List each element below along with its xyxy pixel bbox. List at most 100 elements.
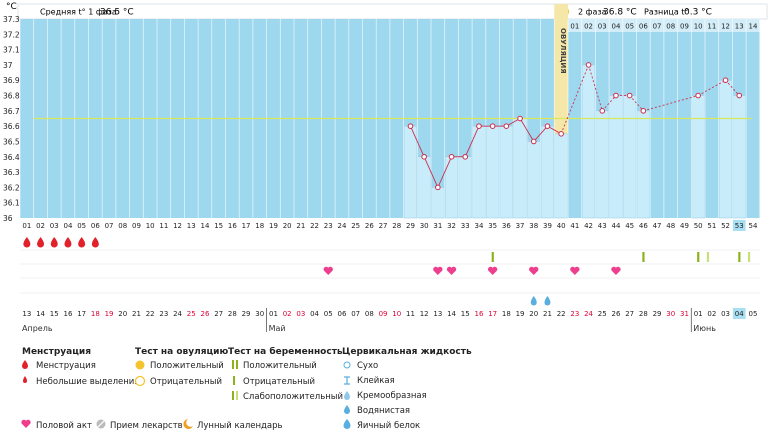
- y-tick-label: 36.8: [3, 92, 20, 101]
- temp-point: [517, 115, 523, 122]
- ovulation-positive-icon: [135, 360, 145, 370]
- calendar-date-label: 01: [269, 310, 278, 318]
- cycle-day-label: 06: [91, 222, 100, 230]
- calendar-date-label: 21: [543, 310, 552, 318]
- calendar-date-label: 27: [625, 310, 634, 318]
- temp-point: [476, 123, 482, 129]
- top-day-cell: [746, 19, 760, 32]
- legend-mucus-sticky: Клейкая: [357, 376, 395, 386]
- y-tick-label: 36.5: [3, 137, 20, 146]
- moon-icon: [183, 419, 193, 429]
- calendar-date-label: 07: [351, 310, 360, 318]
- mucus-eggwhite-icon: [343, 419, 351, 430]
- calendar-date-label: 02: [707, 310, 716, 318]
- temp-bar: [472, 125, 486, 219]
- cycle-day-label: 49: [680, 222, 689, 230]
- calendar-date-label: 29: [242, 310, 251, 318]
- calendar-date-label: 14: [447, 310, 456, 318]
- legend-medication: Прием лекарств: [110, 421, 183, 431]
- temp-bar: [622, 95, 637, 219]
- legend-ovulation-test-title: Тест на овуляцию: [135, 347, 228, 357]
- calendar-date-label: 06: [337, 310, 346, 318]
- cycle-day-label: 21: [296, 222, 305, 230]
- temp-point: [448, 153, 455, 160]
- cycle-day-label: 02: [36, 222, 45, 230]
- top-day-cell: [622, 19, 637, 32]
- temp-line-segment: [725, 79, 740, 96]
- calendar-date-label: 23: [159, 310, 168, 318]
- y-axis-unit: °C: [6, 2, 17, 12]
- cycle-day-label: 43: [598, 222, 607, 230]
- calendar-date-label: 23: [570, 310, 579, 318]
- cycle-day-label: 35: [488, 222, 497, 230]
- calendar-date-label: 05: [748, 310, 757, 318]
- current-date-highlight: [732, 308, 746, 319]
- calendar-date-label: 24: [584, 310, 593, 318]
- y-tick-label: 37.3: [3, 15, 20, 24]
- cycle-day-label: 34: [474, 222, 483, 230]
- diff-label: Разница t°: [644, 8, 688, 17]
- cycle-day-label: 03: [50, 222, 59, 230]
- temp-point: [599, 108, 606, 114]
- legend-pregnancy-negative: Отрицательный: [243, 377, 315, 387]
- menstruation-drop-icon: [22, 360, 28, 369]
- temp-line-segment: [601, 95, 617, 112]
- cycle-day-axis: 01 02 03 04 05 06 07 08 09 10 11 12 13 14 15 16 17 18 19 20…: [22, 220, 758, 231]
- calendar-date-label: 25: [598, 310, 607, 318]
- pregnancy-test-positive-mark: [738, 252, 741, 262]
- top-day-cell: [663, 19, 678, 32]
- calendar-date-label: 16: [63, 310, 72, 318]
- calendar-date-label: 03: [721, 310, 730, 318]
- legend-ovulation-positive: Положительный: [150, 361, 224, 371]
- pregnancy-positive-icon: [232, 360, 234, 369]
- y-tick-label: 37: [3, 61, 13, 70]
- cycle-day-label: 01: [22, 222, 31, 230]
- calendar-date-label: 15: [50, 310, 59, 318]
- temp-line-segment: [519, 118, 535, 142]
- temp-bar: [527, 141, 541, 219]
- calendar-date-label: 05: [324, 310, 333, 318]
- pregnancy-negative-icon: [233, 376, 235, 385]
- menstruation-drop-icon: [91, 237, 99, 248]
- mucus-creamy-icon: [344, 391, 350, 400]
- intercourse-heart-icon: [570, 266, 580, 275]
- temp-point: [722, 77, 729, 84]
- cycle-day-label: 48: [666, 222, 675, 230]
- y-tick-label: 36.6: [3, 122, 20, 131]
- temp-bar: [485, 125, 500, 219]
- top-day-cell: [581, 19, 596, 32]
- top-day-label: 07: [653, 23, 662, 31]
- cycle-day-label: 33: [461, 222, 470, 230]
- cycle-day-label: 22: [310, 222, 319, 230]
- calendar-date-label: 14: [36, 310, 45, 318]
- cycle-day-label: 08: [118, 222, 127, 230]
- cycle-day-label: 04: [63, 222, 72, 230]
- y-tick-label: 37.2: [3, 30, 20, 39]
- cycle-day-label: 16: [228, 222, 237, 230]
- ovulation-negative-icon: [134, 375, 146, 387]
- month-label: Июнь: [693, 324, 716, 333]
- mucus-watery-icon: [544, 296, 551, 306]
- temp-bar: [431, 187, 445, 219]
- temp-point: [503, 123, 510, 129]
- temp-line-segment: [410, 125, 425, 157]
- y-tick-label: 36.1: [3, 199, 20, 208]
- legend-menstruation-item: Менструация: [36, 361, 96, 371]
- phase2-label: 2 фаза: [578, 8, 607, 17]
- calendar-date-label: 21: [132, 310, 141, 318]
- top-day-label: 14: [748, 23, 757, 31]
- intercourse-heart-icon: [487, 266, 498, 275]
- temp-bar: [540, 125, 555, 219]
- cycle-day-label: 11: [159, 222, 168, 230]
- calendar-date-label: 04: [310, 310, 319, 318]
- temp-point: [626, 92, 633, 99]
- temp-point: [558, 131, 564, 137]
- calendar-date-label: 20: [529, 310, 538, 318]
- calendar-date-label: 17: [488, 310, 497, 318]
- intercourse-heart-icon: [323, 266, 333, 275]
- cycle-day-label: 54: [748, 222, 757, 230]
- temp-line-segment: [423, 156, 439, 188]
- top-day-label: 05: [625, 23, 634, 31]
- menstruation-drop-icon: [23, 237, 31, 248]
